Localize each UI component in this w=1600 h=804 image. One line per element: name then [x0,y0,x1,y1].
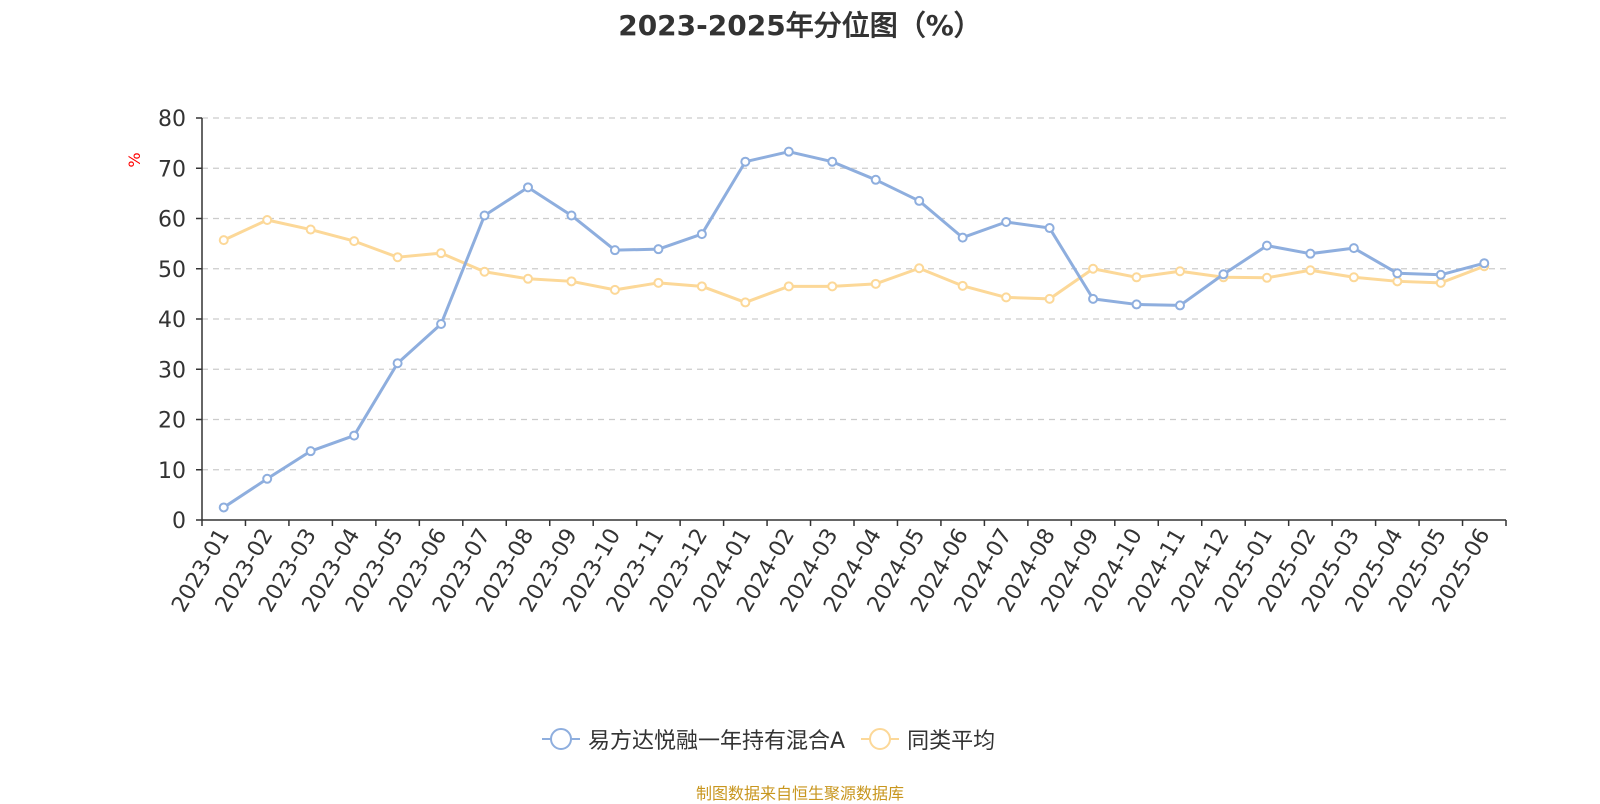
data-point-a [392,358,403,369]
data-point-a [262,473,273,484]
data-point-a [1131,299,1142,310]
y-tick-label: 20 [158,409,186,434]
legend-item-series-b[interactable]: 同类平均 [861,723,995,755]
data-point-b [1435,277,1446,288]
y-tick-label: 0 [172,509,186,534]
data-point-b [566,276,577,287]
data-point-a [566,210,577,221]
data-point-a [1175,300,1185,311]
data-point-b [1261,272,1272,283]
y-axis-unit-label: % [125,152,144,167]
data-point-a [436,319,447,330]
legend-item-series-a[interactable]: 易方达悦融一年持有混合A [542,723,845,755]
data-point-a [305,446,316,457]
y-tick-label: 40 [158,308,186,333]
chart-title: 2023-2025年分位图（%） [618,9,982,42]
data-point-a [609,245,620,256]
data-point-b [783,281,794,292]
data-point-a [1044,223,1055,234]
legend[interactable]: 易方达悦融一年持有混合A 同类平均 [542,722,1011,756]
y-tick-label: 70 [158,157,186,182]
circle-line-marker-icon [542,728,580,750]
y-tick-label: 30 [158,358,186,383]
data-point-b [1088,263,1099,274]
data-point-b [957,280,968,291]
data-point-b [914,263,925,274]
y-tick-label: 80 [158,107,186,132]
data-point-a [870,174,881,185]
data-point-b [696,281,707,292]
data-point-a [783,146,794,157]
data-point-b [218,235,229,246]
data-point-a [1001,217,1012,228]
data-point-b [1001,292,1012,303]
y-tick-label: 50 [158,258,186,283]
data-point-b [740,297,751,308]
data-point-a [696,229,707,240]
data-point-a [1088,293,1099,304]
y-tick-label: 60 [158,208,186,233]
data-point-b [609,284,620,295]
data-point-a [740,156,751,167]
data-point-a [1305,248,1316,259]
circle-line-marker-icon [861,728,900,750]
grid-lines [202,117,1506,471]
data-point-b [1131,272,1142,283]
data-point-a [523,182,533,193]
data-point-b [1044,293,1055,304]
axes [196,117,1507,526]
data-point-a [1218,269,1229,280]
x-tick-labels: 2023-012023-022023-032023-042023-052023-… [167,524,1495,616]
data-point-b [870,278,881,289]
data-point-a [827,156,838,167]
series-line-a [222,150,1485,509]
data-point-a [1348,243,1359,254]
data-point-b [436,248,447,259]
data-point-a [218,502,229,513]
data-point-b [1305,265,1316,276]
data-point-b [1175,266,1185,277]
series-line-b [223,218,1485,304]
data-point-a [653,244,664,255]
data-point-b [392,252,403,263]
y-tick-labels: 0 10 20 30 40 50 60 70 80 [158,107,186,534]
data-point-b [262,215,273,226]
data-point-a [957,232,968,243]
data-point-a [349,430,360,441]
data-point-b [479,266,490,277]
data-point-a [914,195,925,206]
data-point-a [1479,258,1490,269]
data-point-b [653,277,664,288]
legend-label-series-a: 易方达悦融一年持有混合A [588,729,846,754]
data-point-a [479,210,490,221]
data-point-b [1348,272,1359,283]
data-point-a [1261,240,1272,251]
data-point-b [827,281,838,292]
source-note: 制图数据来自恒生聚源数据库 [695,784,904,803]
data-point-a [1392,268,1403,279]
data-point-b [349,236,360,247]
legend-label-series-b: 同类平均 [907,729,996,754]
data-point-b [523,273,533,284]
data-point-b [1392,276,1403,287]
data-point-a [1435,269,1446,280]
y-tick-label: 10 [158,459,186,484]
series-lines [218,146,1490,513]
data-point-b [305,224,316,235]
